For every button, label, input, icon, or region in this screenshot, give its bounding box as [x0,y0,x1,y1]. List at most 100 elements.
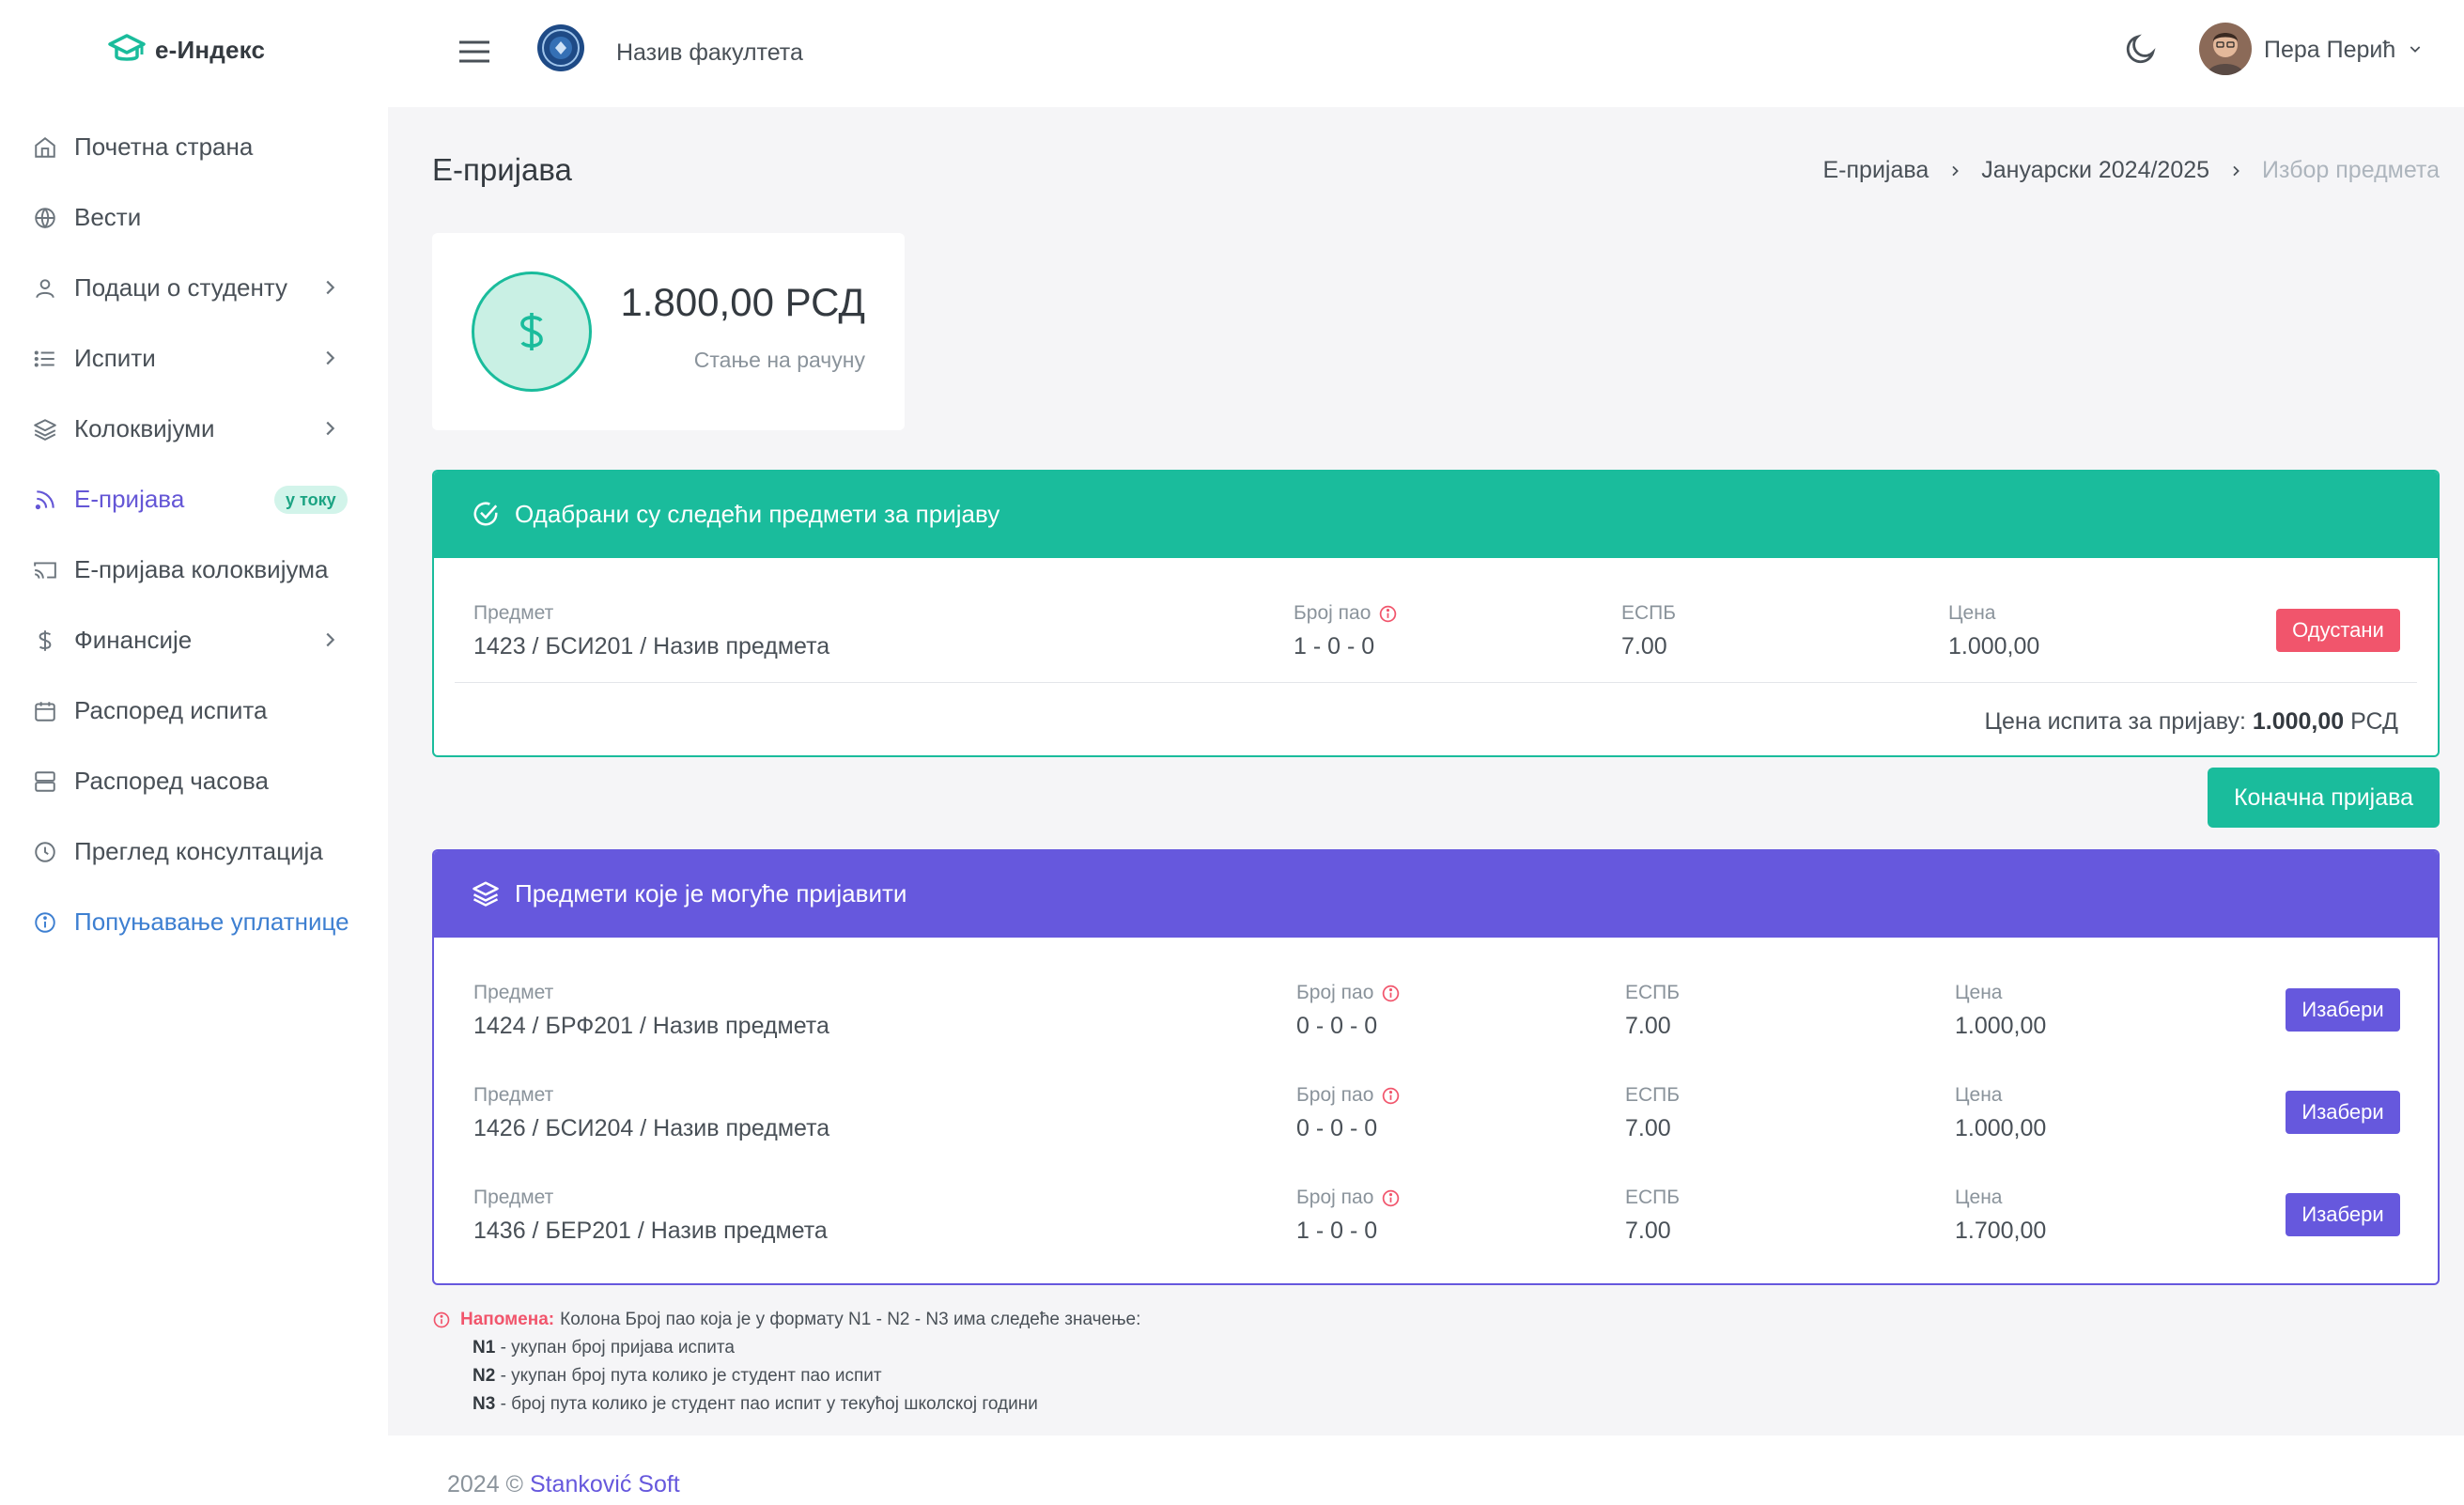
sidebar-item-student-data[interactable]: Подаци о студенту [0,253,388,323]
column-label: Цена [1955,1084,2003,1106]
cast-icon [31,556,59,584]
info-icon[interactable] [1378,604,1398,624]
sidebar-item-finances[interactable]: Финансије [0,605,388,675]
sidebar-item-exam-schedule[interactable]: Распоред испита [0,675,388,746]
ects-cell: ЕСПБ 7.00 [1621,601,1676,660]
table-row: Предмет 1424 / БРФ201 / Назив предмета Б… [434,981,2438,1056]
total-label: Цена испита за пријаву: [1984,708,2246,735]
copyright-text: 2024 © [447,1471,530,1497]
table-row: Предмет 1426 / БСИ204 / Назив предмета Б… [434,1083,2438,1158]
sidebar-item-label: Почетна страна [74,132,254,161]
user-name[interactable]: Пера Перић [2264,37,2396,63]
breadcrumb: Е-пријава Јануарски 2024/2025 Избор пред… [1823,157,2441,184]
sidebar-item-label: Вести [74,203,142,231]
sidebar-item-label: Попуњавање уплатнице [74,908,349,936]
sidebar-item-label: Распоред испита [74,696,268,724]
sidebar-item-class-schedule[interactable]: Распоред часова [0,746,388,816]
sidebar-item-e-registration[interactable]: Е-пријава у току [0,464,388,535]
ects-value: 7.00 [1621,633,1667,659]
sidebar-item-exams[interactable]: Испити [0,323,388,394]
dollar-icon [31,627,59,655]
price-value: 1.000,00 [1955,1115,2047,1141]
note-text: - број пута колико је студент пао испит … [495,1394,1038,1414]
dark-mode-toggle-icon[interactable] [2123,31,2159,67]
column-label: Цена [1955,1187,2003,1208]
column-label: Предмет [473,982,554,1003]
note-line: N2 - укупан број пута колико је студент … [432,1362,1140,1390]
sidebar-item-home[interactable]: Почетна страна [0,112,388,182]
selected-subjects-header: Одабрани су следећи предмети за пријаву [434,472,2438,558]
hamburger-menu-icon[interactable] [458,38,490,66]
attempts-cell: Број пао 0 - 0 - 0 [1296,1083,1401,1142]
price-value: 1.000,00 [1948,633,2040,659]
chevron-right-icon [1952,165,1960,176]
info-icon [31,908,59,937]
price-value: 1.700,00 [1955,1218,2047,1244]
table-row: Предмет 1423 / БСИ201 / Назив предмета Б… [434,601,2438,676]
sidebar-item-payment-slip[interactable]: Попуњавање уплатнице [0,887,388,957]
layers-icon [31,415,59,443]
sidebar-item-news[interactable]: Вести [0,182,388,253]
layers-icon [473,881,499,907]
ects-value: 7.00 [1625,1115,1671,1141]
price-cell: Цена 1.000,00 [1955,1083,2046,1142]
select-button[interactable]: Изабери [2286,1091,2400,1134]
registration-total: Цена испита за пријаву: 1.000,00 РСД [1985,708,2398,736]
final-registration-button[interactable]: Коначна пријава [2208,768,2440,828]
column-label: ЕСПБ [1625,1187,1681,1208]
select-button[interactable]: Изабери [2286,1193,2400,1236]
info-icon [433,1311,450,1328]
attempts-value: 0 - 0 - 0 [1296,1115,1378,1141]
column-label-attempts: Број пао [1294,601,1398,626]
clock-icon [31,838,59,866]
withdraw-button[interactable]: Одустани [2276,609,2400,652]
subject-cell: Предмет 1426 / БСИ204 / Назив предмета [473,1083,829,1142]
price-value: 1.000,00 [1955,1013,2047,1039]
server-icon [31,768,59,796]
selected-subjects-title: Одабрани су следећи предмети за пријаву [515,499,1000,528]
sidebar-item-label: Е-пријава [74,485,185,513]
check-circle-icon [473,502,498,526]
column-label: Цена [1955,982,2003,1003]
column-label: Предмет [473,602,554,624]
list-icon [31,345,59,373]
ects-cell: ЕСПБ 7.00 [1625,1083,1680,1142]
divider [455,682,2417,683]
ects-value: 7.00 [1625,1013,1671,1039]
footer: 2024 © Stanković Soft [388,1435,2464,1505]
sidebar-item-label: Испити [74,344,156,372]
note-text: - укупан број пута колико је студент пао… [495,1366,882,1386]
breadcrumb-item-term[interactable]: Јануарски 2024/2025 [1981,157,2210,183]
sidebar: е-Индекс Почетна страна Вести Подаци о с… [0,0,388,1505]
chevron-right-icon [326,350,335,365]
footer-link[interactable]: Stanković Soft [529,1471,680,1497]
avatar[interactable] [2199,23,2252,75]
note-intro: Колона Број пао која је у формату N1 - N… [560,1310,1141,1329]
column-label: Предмет [473,1187,554,1208]
sidebar-item-colloquium-registration[interactable]: Е-пријава колоквијума [0,535,388,605]
sidebar-item-consultations[interactable]: Преглед консултација [0,816,388,887]
legend-note: Напомена: Колона Број пао која је у форм… [432,1306,1140,1419]
available-subjects-header: Предмети које је могуће пријавити [434,851,2438,938]
rss-icon [31,486,59,514]
sidebar-item-label: Финансије [74,626,193,654]
column-label-attempts: Број пао [1296,1083,1401,1108]
chevron-down-icon[interactable] [2408,41,2423,56]
subject-value: 1426 / БСИ204 / Назив предмета [473,1115,830,1141]
breadcrumb-item-e-registration[interactable]: Е-пријава [1822,157,1929,183]
graduation-cap-icon [108,34,146,61]
info-icon[interactable] [1381,1086,1401,1106]
column-label: Број пао [1296,982,1374,1003]
price-cell: Цена 1.000,00 [1955,981,2046,1040]
sidebar-item-label: Распоред часова [74,767,269,795]
note-line: N3 - број пута колико је студент пао исп… [432,1390,1140,1419]
info-icon[interactable] [1381,1188,1401,1208]
select-button[interactable]: Изабери [2286,988,2400,1032]
info-icon[interactable] [1381,984,1401,1003]
chevron-right-icon [326,280,335,295]
user-icon [31,274,59,303]
brand-name: е-Индекс [155,35,266,64]
brand-logo[interactable]: е-Индекс [108,32,265,68]
subject-cell: Предмет 1436 / БЕР201 / Назив предмета [473,1186,828,1245]
sidebar-item-colloquia[interactable]: Колоквијуми [0,394,388,464]
